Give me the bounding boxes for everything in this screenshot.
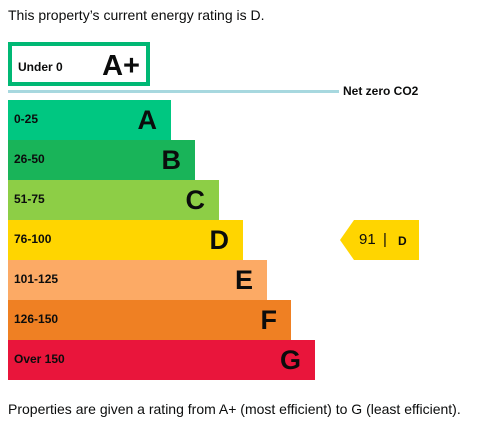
net-zero-label: Net zero CO2	[343, 84, 419, 98]
net-zero-line	[8, 90, 339, 93]
band-a-plus-range: Under 0	[18, 60, 63, 74]
band-a-plus-letter: A+	[102, 50, 140, 82]
band-e-range: 101-125	[14, 272, 59, 286]
band-d-range: 76-100	[14, 232, 52, 246]
band-g: Over 150 G	[8, 340, 315, 380]
band-a-plus: Under 0 A+	[8, 42, 150, 86]
current-rating-letter: D	[398, 234, 407, 248]
current-rating-separator: |	[383, 231, 387, 248]
current-rating-score: 91	[359, 231, 376, 248]
band-d: 76-100 D	[8, 220, 243, 260]
band-d-letter: D	[209, 225, 230, 255]
band-f: 126-150 F	[8, 300, 291, 340]
band-b-range: 26-50	[14, 152, 45, 166]
rating-arrow-shape	[340, 220, 419, 260]
band-a-letter: A	[137, 105, 158, 135]
band-f-range: 126-150	[14, 312, 59, 326]
band-b: 26-50 B	[8, 140, 195, 180]
band-c: 51-75 C	[8, 180, 219, 220]
band-e-letter: E	[234, 265, 253, 295]
band-a: 0-25 A	[8, 100, 171, 140]
current-rating-statement: This property’s current energy rating is…	[8, 7, 265, 23]
current-rating-marker: 91 | D	[340, 220, 419, 260]
band-f-letter: F	[260, 305, 278, 335]
band-c-letter: C	[185, 185, 206, 215]
band-a-range: 0-25	[14, 112, 39, 126]
band-c-range: 51-75	[14, 192, 45, 206]
band-b-letter: B	[161, 145, 182, 175]
band-e: 101-125 E	[8, 260, 267, 300]
band-g-range: Over 150	[14, 352, 65, 366]
band-g-letter: G	[279, 345, 301, 375]
rating-scale-note: Properties are given a rating from A+ (m…	[8, 401, 461, 417]
